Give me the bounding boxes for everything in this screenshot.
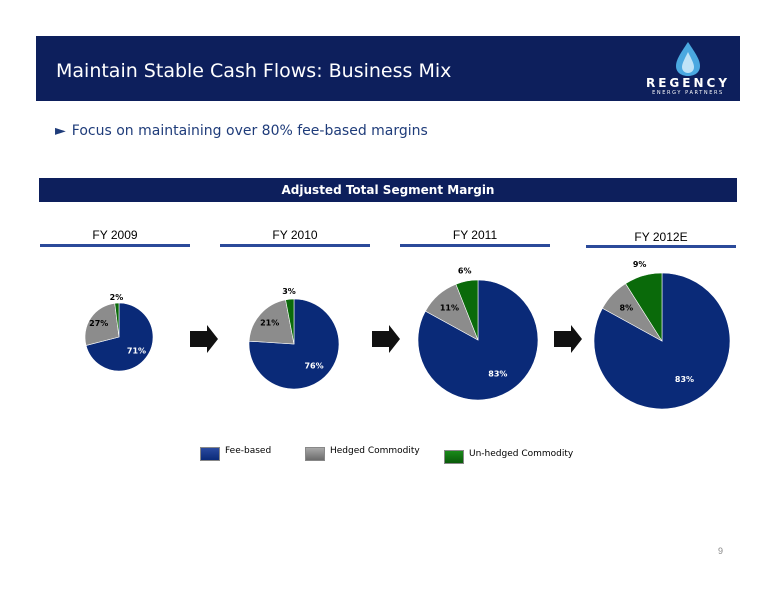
pie-slice-un-hedged-commodity [625,272,663,343]
year-label-2009: FY 2009 [92,228,138,242]
pie-data-label: 71% [127,347,146,356]
year-underline [586,245,736,248]
year-underline [400,244,550,247]
pie-slice-un-hedged-commodity [455,279,479,341]
logo-wordmark: REGENCY [645,76,731,90]
pie-data-label: 8% [620,303,634,312]
company-logo: REGENCY ENERGY PARTNERS [636,40,740,98]
year-label-2012e: FY 2012E [634,230,688,244]
flame-drop-icon [676,42,700,76]
bullet-text: Focus on maintaining over 80% fee-based … [71,123,428,139]
header-banner: Maintain Stable Cash Flows: Business Mix… [36,36,740,101]
page-number: 9 [718,546,724,556]
pie-data-label: 83% [675,375,694,384]
legend-swatch [444,450,464,464]
pie-data-label: 3% [282,287,296,296]
legend-label: Fee-based [225,446,272,456]
pie-slice-hedged-commodity [248,299,295,345]
pie-slice-fee-based [593,272,731,410]
pie-data-label: 6% [458,266,472,275]
bullet-arrow-icon: ► [55,123,66,139]
pie-data-label: 76% [304,361,323,370]
year-label-2010: FY 2010 [272,228,318,242]
year-label-2011: FY 2011 [452,228,498,242]
arrow-icon [190,325,218,353]
section-title-bar: Adjusted Total Segment Margin [39,178,737,202]
year-underline [220,244,370,247]
pie-slice-un-hedged-commodity [114,302,120,338]
bullet-point: ► Focus on maintaining over 80% fee-based… [55,123,428,139]
pie-data-label: 11% [440,304,459,313]
pie-slice-hedged-commodity [84,302,120,346]
legend-label: Un-hedged Commodity [469,449,574,459]
legend-swatch [200,447,220,461]
legend-label: Hedged Commodity [330,446,420,456]
pie-data-label: 83% [488,370,507,379]
legend-swatch [305,447,325,461]
pie-data-label: 9% [633,260,647,269]
pie-data-label: 2% [110,293,124,302]
pie-slice-fee-based [85,302,154,372]
pie-slice-un-hedged-commodity [285,298,295,345]
pie-data-label: 27% [89,319,108,328]
arrow-icon [372,325,400,353]
year-underline [40,244,190,247]
pie-data-label: 21% [260,319,279,328]
logo-subtitle: ENERGY PARTNERS [652,90,724,96]
arrow-icon [554,325,582,353]
page-title: Maintain Stable Cash Flows: Business Mix [56,60,452,82]
